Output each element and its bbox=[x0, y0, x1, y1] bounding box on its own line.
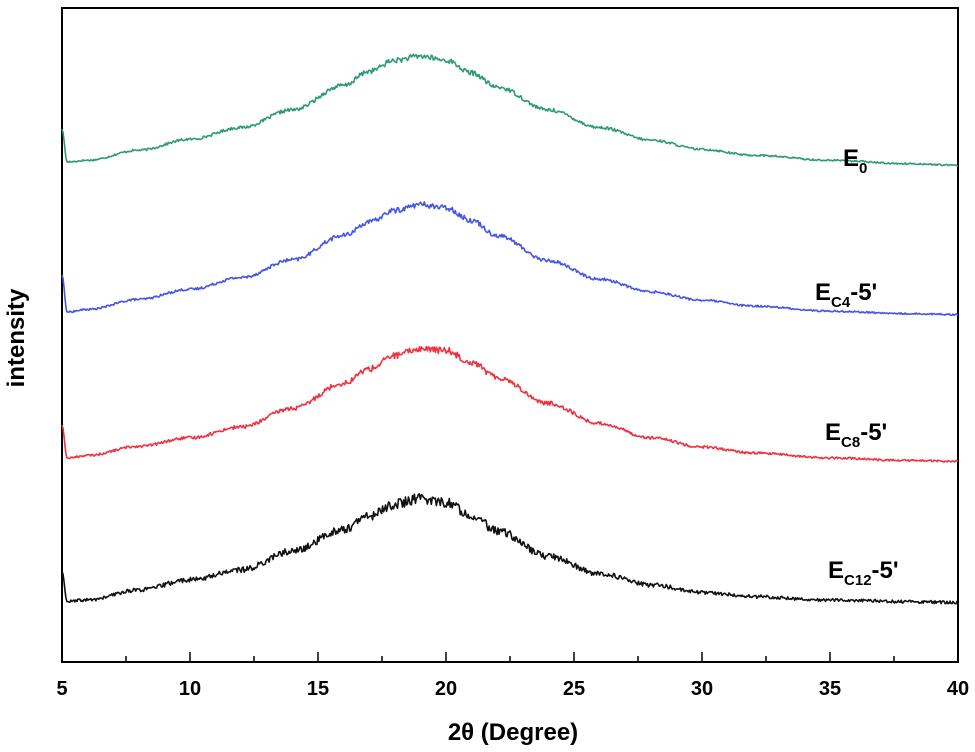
series-layer bbox=[61, 53, 959, 605]
x-tick-label: 10 bbox=[179, 678, 201, 700]
x-tick-label: 30 bbox=[691, 678, 713, 700]
series-line-0 bbox=[61, 53, 959, 167]
x-tick-label: 35 bbox=[819, 678, 841, 700]
plot-frame bbox=[61, 7, 959, 663]
series-line-2 bbox=[61, 345, 959, 463]
series-labels: E0 EC4-5' EC8-5' EC12-5' bbox=[815, 145, 899, 589]
series-label-0: E0 bbox=[843, 145, 867, 177]
x-tick-label: 5 bbox=[56, 678, 67, 700]
x-tick-label: 40 bbox=[947, 678, 969, 700]
series-label-3: EC12-5' bbox=[828, 557, 899, 589]
plot-border bbox=[61, 7, 959, 663]
x-tick-label: 25 bbox=[563, 678, 585, 700]
x-tick-label: 20 bbox=[435, 678, 457, 700]
series-label-2: EC8-5' bbox=[825, 419, 887, 451]
y-axis-title: intensity bbox=[3, 288, 30, 387]
x-tick-label: 15 bbox=[307, 678, 329, 700]
series-line-1 bbox=[61, 201, 959, 317]
x-axis-ticks: 5 10 15 20 25 30 35 40 bbox=[56, 652, 969, 700]
series-label-1: EC4-5' bbox=[815, 279, 877, 311]
x-axis-title: 2θ (Degree) bbox=[448, 719, 578, 746]
series-line-3 bbox=[61, 493, 959, 605]
